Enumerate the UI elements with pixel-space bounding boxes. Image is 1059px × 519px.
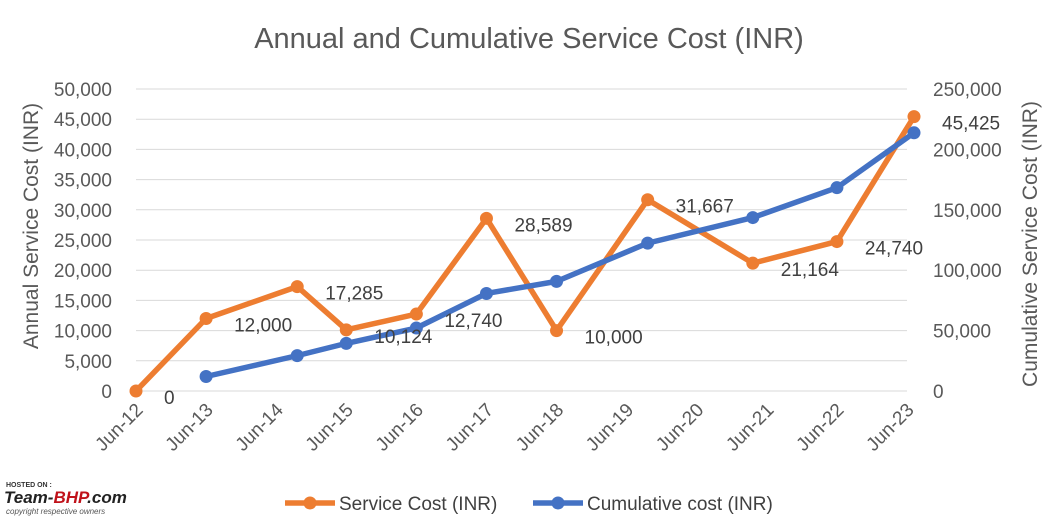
service-cost-marker [641,193,655,207]
cumulative-cost-marker [339,336,353,350]
y2-tick-label: 100,000 [933,261,1002,282]
service-cost-marker [479,211,493,225]
service-cost-data-label: 12,000 [234,316,292,337]
service-cost-marker [409,307,423,321]
y-tick-label: 5,000 [64,352,112,373]
y-tick-label: 10,000 [54,322,112,343]
legend-label: Cumulative cost (INR) [587,494,773,515]
x-tick-label: Jun-18 [512,400,568,456]
service-cost-data-label: 31,667 [676,197,734,218]
service-cost-marker [550,324,564,338]
service-cost-marker [290,280,304,294]
service-cost-data-label: 10,000 [585,328,643,349]
right-axis-ticks: 0 50,000 100,000 150,000 200,000 250,000 [933,80,1002,403]
service-cost-data-label: 17,285 [325,284,383,305]
x-tick-label: Jun-19 [582,400,638,456]
y2-tick-label: 50,000 [933,322,991,343]
y-tick-label: 20,000 [54,261,112,282]
service-cost-marker [746,256,760,270]
x-tick-label: Jun-17 [442,400,498,456]
x-tick-label: Jun-12 [92,400,148,456]
y2-tick-label: 0 [933,382,944,403]
watermark-hosted: HOSTED ON : [6,482,52,489]
cumulative-cost-marker [199,370,213,384]
watermark-brand-suffix: .com [87,488,127,507]
service-cost-marker [907,110,921,124]
team-bhp-watermark: HOSTED ON : Team-BHP.com copyright respe… [4,482,127,516]
cumulative-cost-marker [409,321,423,335]
watermark-brand: Team-BHP.com [4,488,127,507]
y-tick-label: 40,000 [54,140,112,161]
data-labels: 0 12,000 17,285 10,124 12,740 28,589 10,000 31,… [164,114,1000,409]
service-cost-marker [830,235,844,249]
x-tick-label: Jun-14 [232,399,288,455]
legend-label: Service Cost (INR) [339,494,497,515]
service-cost-marker [129,384,143,398]
gridlines [136,88,907,392]
watermark-brand-prefix: Team- [4,488,54,507]
x-tick-label: Jun-20 [652,400,708,456]
cumulative-cost-marker [290,349,304,363]
service-cost-data-label: 28,589 [514,215,572,236]
watermark-copyright: copyright respective owners [6,507,105,516]
y-tick-label: 25,000 [54,231,112,252]
watermark-brand-main: BHP [53,488,90,507]
y2-axis-title: Cumulative Service Cost (INR) [1019,101,1042,387]
series-group [129,110,921,398]
cumulative-cost-marker [641,236,655,250]
cumulative-cost-marker [830,181,844,195]
x-tick-label: Jun-15 [302,400,358,456]
service-cost-data-label: 0 [164,388,175,409]
x-tick-label: Jun-22 [793,400,849,456]
service-cost-line [133,113,917,394]
legend-marker [303,496,317,510]
x-tick-label: Jun-23 [863,400,919,456]
service-cost-data-label: 10,124 [374,327,433,348]
service-cost-marker [339,323,353,337]
service-cost-marker [199,312,213,326]
y-tick-label: 30,000 [54,201,112,222]
y-tick-label: 50,000 [54,80,112,101]
service-cost-data-label: 45,425 [942,114,1000,135]
cumulative-cost-marker [479,286,493,300]
x-tick-label: Jun-21 [722,400,778,456]
x-axis-ticks: Jun-12 Jun-13 Jun-14 Jun-15 Jun-16 Jun-17 Jun-… [92,399,919,455]
y2-tick-label: 200,000 [933,140,1002,161]
service-cost-data-label: 21,164 [781,260,840,281]
legend-marker [551,496,565,510]
left-axis-ticks: 0 5,000 10,000 15,000 20,000 25,000 30,000 35,0… [54,80,112,403]
y-tick-label: 35,000 [54,171,112,192]
service-cost-data-label: 12,740 [444,311,502,332]
legend: Service Cost (INR) Cumulative cost (INR) [285,494,773,515]
cumulative-cost-line [203,130,917,380]
service-cost-data-label: 24,740 [865,239,923,260]
y-axis-title: Annual Service Cost (INR) [20,103,43,349]
y-tick-label: 0 [101,382,112,403]
y2-tick-label: 250,000 [933,80,1002,101]
y2-tick-label: 150,000 [933,201,1002,222]
y-tick-label: 15,000 [54,291,112,312]
y-tick-label: 45,000 [54,110,112,131]
cumulative-cost-marker [907,126,921,140]
cumulative-cost-marker [746,211,760,225]
cumulative-cost-marker [550,274,564,288]
x-tick-label: Jun-16 [372,400,428,456]
chart-title: Annual and Cumulative Service Cost (INR) [254,23,804,55]
